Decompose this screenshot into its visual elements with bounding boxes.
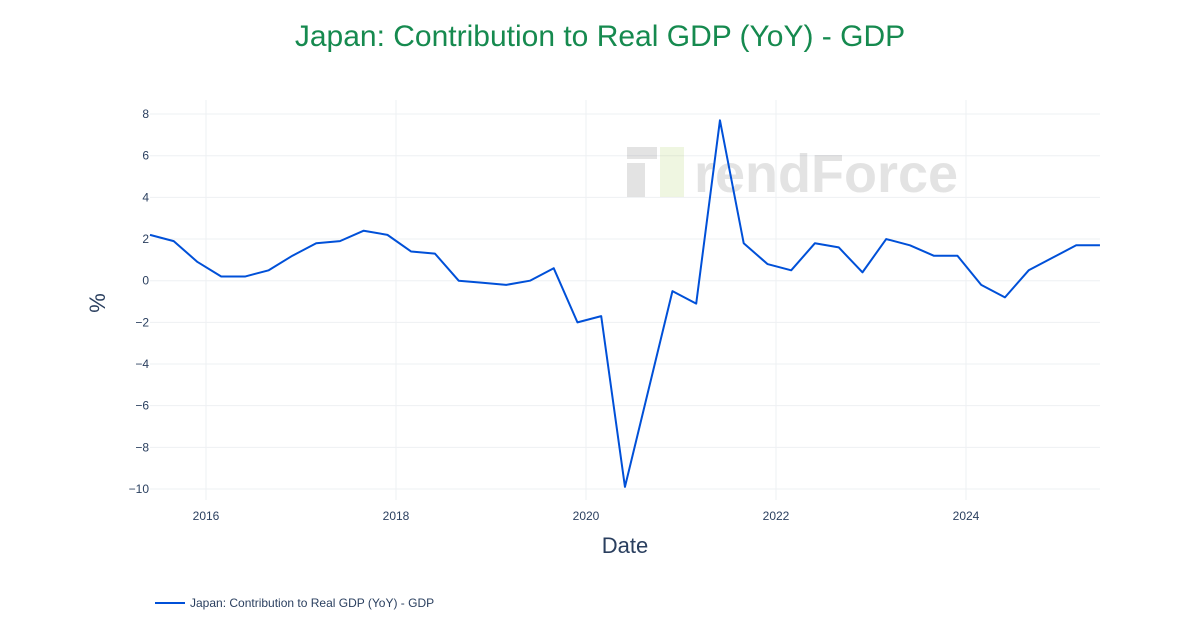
grid	[150, 100, 1100, 500]
watermark-mark	[627, 163, 645, 197]
x-tick-label: 2024	[953, 509, 980, 523]
y-tick-label: −6	[135, 399, 149, 413]
y-axis-title: %	[85, 293, 110, 313]
y-tick-label: −4	[135, 357, 149, 371]
y-tick-label: −10	[129, 482, 150, 496]
watermark-mark	[660, 147, 684, 197]
series-line[interactable]	[149, 119, 1100, 488]
watermark-text: rendForce	[694, 144, 958, 204]
chart-title: Japan: Contribution to Real GDP (YoY) - …	[294, 20, 906, 53]
watermark-logo: rendForce	[627, 144, 958, 204]
x-tick-label: 2020	[573, 509, 600, 523]
y-tick-label: 8	[142, 107, 149, 121]
y-axis: 8 6 4 2 0 −2 −4 −6 −8 −10	[129, 107, 150, 496]
y-tick-label: 6	[142, 149, 149, 163]
x-tick-label: 2018	[383, 509, 410, 523]
series-group	[149, 119, 1100, 488]
y-tick-label: 4	[142, 190, 149, 204]
y-tick-label: 0	[142, 274, 149, 288]
y-tick-label: −2	[135, 315, 149, 329]
legend[interactable]: Japan: Contribution to Real GDP (YoY) - …	[155, 596, 434, 610]
legend-swatch	[155, 602, 185, 604]
y-tick-label: −8	[135, 440, 149, 454]
watermark-mark	[627, 147, 657, 159]
x-axis: 2016 2018 2020 2022 2024	[193, 509, 980, 523]
x-tick-label: 2016	[193, 509, 220, 523]
legend-label: Japan: Contribution to Real GDP (YoY) - …	[190, 596, 435, 610]
y-tick-label: 2	[142, 232, 149, 246]
x-axis-title: Date	[602, 533, 648, 558]
x-tick-label: 2022	[763, 509, 790, 523]
